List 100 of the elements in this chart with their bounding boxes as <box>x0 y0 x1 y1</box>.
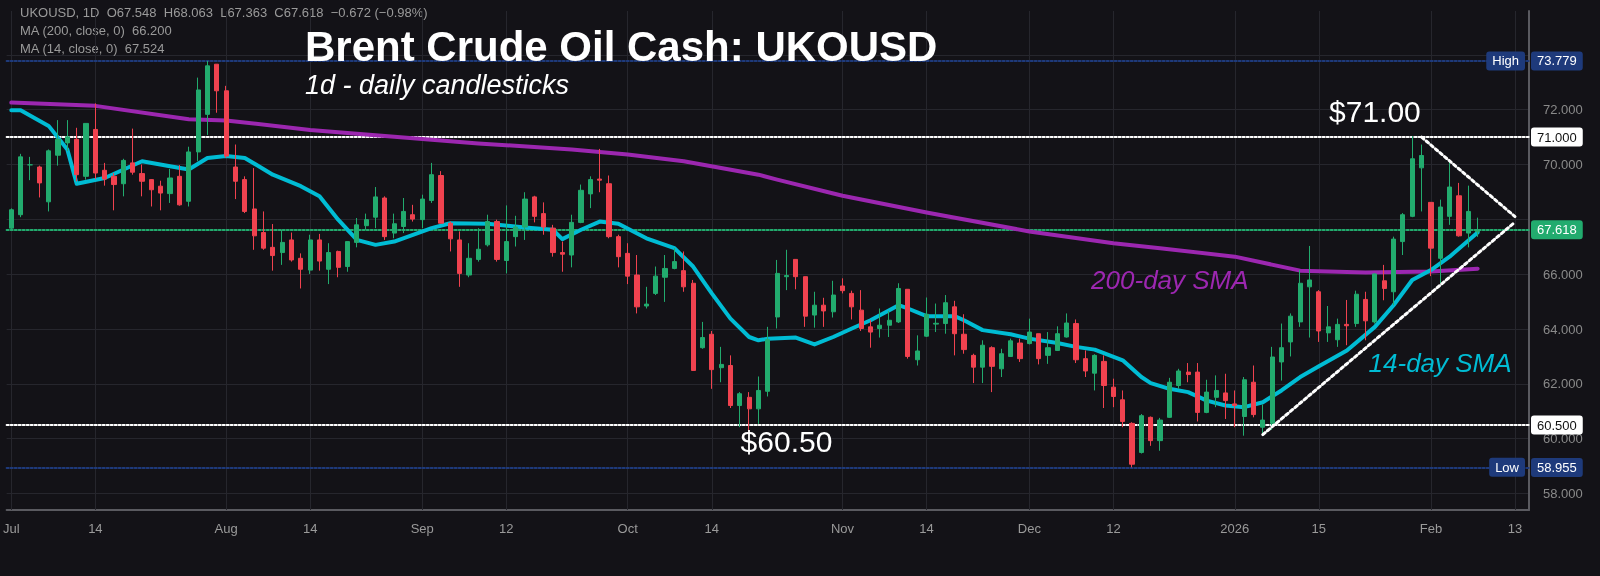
candlestick <box>65 119 70 152</box>
candlestick <box>1083 349 1088 378</box>
candlestick <box>859 289 864 332</box>
candlestick <box>317 233 322 272</box>
candlestick <box>1223 373 1228 420</box>
candlestick <box>139 164 145 197</box>
candlestick <box>653 266 658 296</box>
candlestick <box>709 330 714 390</box>
x-tick-label: Nov <box>830 521 855 536</box>
candlestick <box>756 375 761 425</box>
candlestick <box>1186 362 1191 383</box>
candlestick <box>961 313 967 355</box>
candlestick <box>1148 416 1153 447</box>
candlestick <box>1456 182 1462 238</box>
candlestick <box>1391 236 1396 306</box>
candlestick <box>457 230 462 288</box>
x-tick-label: Feb <box>1419 521 1443 536</box>
candlestick <box>989 345 995 393</box>
candlestick <box>382 195 387 241</box>
candlestick <box>840 277 845 294</box>
candlestick <box>158 180 163 211</box>
candlestick <box>1354 290 1359 328</box>
candlestick <box>1382 264 1387 301</box>
candlestick <box>336 250 341 278</box>
y-tick-label: 60.000 <box>1543 431 1583 447</box>
candlestick <box>775 259 780 329</box>
x-tick-label: 14 <box>302 521 318 536</box>
candlestick <box>1129 421 1135 468</box>
candlestick <box>186 146 191 207</box>
annotation: UKOUSD, 1D O67.548 H68.063 L67.363 C67.618 −0.672 (−0.98%) <box>20 5 428 20</box>
candlestick <box>728 354 733 409</box>
candlestick <box>924 297 929 338</box>
candlestick <box>466 242 472 278</box>
candlestick <box>1045 331 1051 365</box>
ref-line-label: 58.955 <box>1537 460 1577 475</box>
candlestick <box>1270 346 1275 431</box>
candlestick <box>896 282 901 324</box>
candlestick <box>1176 368 1181 390</box>
candlestick <box>634 254 640 314</box>
candlestick <box>868 319 873 349</box>
candlestick <box>1428 201 1434 277</box>
ref-line-label: 71.000 <box>1537 129 1577 145</box>
candlestick <box>1111 378 1116 408</box>
candlestick <box>905 288 910 360</box>
candlestick <box>1027 318 1032 345</box>
candlestick <box>691 279 696 372</box>
candlestick <box>803 276 808 328</box>
candlestick <box>167 168 173 204</box>
candlestick <box>541 201 546 236</box>
candlestick <box>205 60 210 136</box>
candlestick <box>662 254 668 303</box>
candlestick <box>326 242 331 285</box>
annotation: $60.50 <box>740 424 833 458</box>
candlestick <box>793 258 798 290</box>
candlestick <box>550 224 556 258</box>
x-tick-label: 12 <box>1106 521 1121 536</box>
candlestick <box>1214 374 1219 408</box>
series-label: 14-day SMA <box>1368 347 1512 378</box>
candlestick <box>93 102 98 180</box>
candlestick <box>74 127 79 182</box>
candlestick <box>672 247 677 270</box>
candlestick <box>196 77 201 162</box>
x-tick-label: Aug <box>214 521 238 536</box>
candlestick <box>37 165 42 198</box>
candlestick <box>1288 312 1293 357</box>
annotation: High <box>1492 53 1519 69</box>
candlestick <box>1008 338 1013 358</box>
candlestick <box>1363 291 1368 341</box>
candlestick <box>1251 365 1256 418</box>
x-tick-label: Sep <box>410 521 434 536</box>
x-tick-label: Dec <box>1017 521 1042 536</box>
y-tick-label: 70.000 <box>1543 157 1583 173</box>
candlestick <box>1410 135 1415 218</box>
candlestick <box>625 242 630 285</box>
candlestick <box>1372 272 1377 325</box>
candlestick <box>1120 389 1125 428</box>
candlestick <box>298 252 303 289</box>
annotation: Low <box>1495 459 1520 475</box>
candlestick <box>681 250 686 293</box>
candlestick <box>700 321 705 350</box>
candlestick <box>111 172 117 211</box>
candlestick <box>952 300 957 356</box>
candlestick <box>588 175 593 209</box>
candlestick <box>1344 299 1349 346</box>
candlestick <box>1419 144 1424 212</box>
candlestick <box>1298 269 1303 328</box>
candlestick <box>429 162 434 204</box>
candlestick <box>1204 379 1209 414</box>
candlestick <box>1092 353 1097 391</box>
x-tick-label: Jul <box>2 521 20 536</box>
candlestick <box>1307 245 1312 339</box>
candlestick <box>83 122 89 181</box>
candlestick <box>1242 376 1247 437</box>
candlestick <box>27 156 33 181</box>
y-tick-label: 64.000 <box>1543 321 1583 337</box>
annotation: $71.00 <box>1329 94 1421 128</box>
candlestick <box>831 280 836 319</box>
candlestick <box>18 153 23 218</box>
candlestick <box>46 148 51 212</box>
y-tick-label: 72.000 <box>1543 102 1583 118</box>
